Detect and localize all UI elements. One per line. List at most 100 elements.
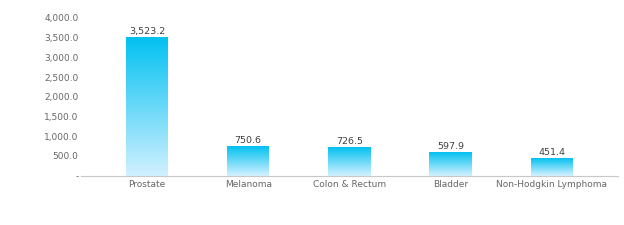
Bar <box>125 68 168 69</box>
Bar <box>125 87 168 88</box>
Bar <box>125 134 168 135</box>
Bar <box>125 67 168 68</box>
Bar <box>125 155 168 156</box>
Bar <box>125 45 168 46</box>
Bar <box>125 132 168 133</box>
Bar <box>125 143 168 144</box>
Bar <box>125 83 168 84</box>
Bar <box>125 158 168 159</box>
Bar <box>125 109 168 110</box>
Bar <box>125 164 168 165</box>
Bar <box>125 142 168 143</box>
Bar <box>125 50 168 51</box>
Bar <box>125 77 168 78</box>
Bar <box>125 141 168 142</box>
Bar <box>125 51 168 52</box>
Bar <box>125 125 168 126</box>
Bar <box>125 161 168 162</box>
Bar <box>125 152 168 153</box>
Bar <box>125 76 168 77</box>
Bar <box>125 119 168 120</box>
Bar <box>125 43 168 44</box>
Bar <box>125 149 168 150</box>
Bar <box>125 102 168 103</box>
Bar <box>125 80 168 81</box>
Bar <box>125 47 168 48</box>
Bar <box>125 93 168 94</box>
Bar <box>125 162 168 163</box>
Bar <box>125 103 168 104</box>
Bar <box>125 95 168 96</box>
Bar <box>125 53 168 54</box>
Bar <box>125 127 168 128</box>
Bar <box>125 108 168 109</box>
Bar <box>125 97 168 98</box>
Bar <box>125 107 168 108</box>
Bar <box>125 131 168 132</box>
Bar <box>125 146 168 147</box>
Bar <box>125 78 168 79</box>
Bar <box>125 101 168 102</box>
Bar <box>125 115 168 116</box>
Bar <box>125 128 168 129</box>
Bar <box>125 159 168 160</box>
Bar <box>125 46 168 47</box>
Text: 451.4: 451.4 <box>539 148 565 157</box>
Bar <box>125 61 168 62</box>
Bar <box>125 160 168 161</box>
Bar <box>125 52 168 53</box>
Bar <box>125 94 168 95</box>
Bar <box>125 106 168 107</box>
Bar <box>125 172 168 173</box>
Bar <box>125 49 168 50</box>
Bar <box>125 39 168 40</box>
Bar <box>125 114 168 115</box>
Bar <box>125 165 168 166</box>
Bar <box>125 48 168 49</box>
Bar <box>125 124 168 125</box>
Bar <box>125 60 168 61</box>
Bar <box>125 171 168 172</box>
Bar <box>125 42 168 43</box>
Bar <box>125 145 168 146</box>
Bar <box>125 144 168 145</box>
Bar <box>125 139 168 140</box>
Bar <box>125 130 168 131</box>
Bar <box>125 96 168 97</box>
Bar <box>125 55 168 56</box>
Bar <box>125 111 168 112</box>
Bar <box>125 62 168 63</box>
Text: 750.6: 750.6 <box>235 136 261 145</box>
Bar <box>125 122 168 123</box>
Bar <box>125 112 168 113</box>
Bar <box>125 85 168 86</box>
Bar <box>125 56 168 57</box>
Bar <box>125 113 168 114</box>
Bar <box>125 82 168 83</box>
Bar <box>125 174 168 175</box>
Bar <box>125 59 168 60</box>
Bar <box>125 105 168 106</box>
Bar <box>125 66 168 67</box>
Bar <box>125 89 168 90</box>
Bar <box>125 74 168 75</box>
Bar <box>125 129 168 130</box>
Bar <box>125 118 168 119</box>
Bar <box>125 63 168 64</box>
Bar <box>125 88 168 89</box>
Bar <box>125 100 168 101</box>
Bar <box>125 151 168 152</box>
Bar <box>125 110 168 111</box>
Bar <box>125 117 168 118</box>
Bar <box>125 41 168 42</box>
Bar <box>125 138 168 139</box>
Bar <box>125 140 168 141</box>
Bar <box>125 92 168 93</box>
Bar <box>125 167 168 168</box>
Text: 3,523.2: 3,523.2 <box>129 27 165 36</box>
Bar <box>125 136 168 137</box>
Bar <box>125 126 168 127</box>
Bar <box>125 81 168 82</box>
Bar <box>125 40 168 41</box>
Bar <box>125 38 168 39</box>
